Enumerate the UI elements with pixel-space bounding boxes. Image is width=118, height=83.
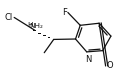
Text: H: H <box>27 22 32 28</box>
Text: Cl: Cl <box>5 13 13 21</box>
Text: NH₂: NH₂ <box>29 23 43 29</box>
Text: O: O <box>107 61 113 70</box>
Text: N: N <box>85 55 91 64</box>
Text: F: F <box>62 8 67 17</box>
